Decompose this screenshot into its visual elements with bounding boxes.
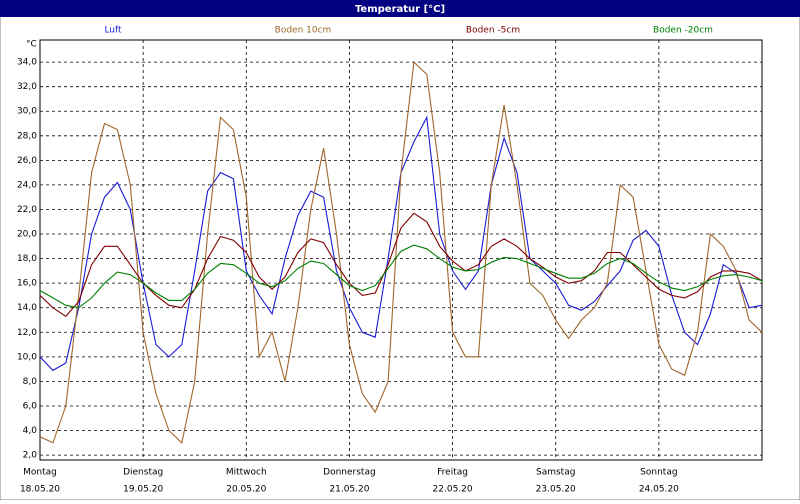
y-tick-label: 24,0 bbox=[17, 180, 37, 190]
x-tick-date: 19.05.20 bbox=[123, 485, 163, 495]
x-tick-label: Mittwoch bbox=[226, 468, 267, 478]
y-tick-label: 22,0 bbox=[17, 205, 37, 215]
y-tick-label: 16,0 bbox=[17, 279, 37, 289]
legend-label: Boden 10cm bbox=[275, 26, 332, 36]
y-tick-label: 18,0 bbox=[17, 254, 37, 264]
x-tick-label: Montag bbox=[23, 468, 57, 478]
series-line bbox=[39, 244, 763, 309]
x-tick-date: 20.05.20 bbox=[226, 485, 266, 495]
series-line bbox=[39, 60, 763, 444]
y-tick-label: 10,0 bbox=[17, 352, 37, 362]
x-tick-label: Sonntag bbox=[640, 468, 677, 478]
y-tick-label: 34,0 bbox=[17, 58, 37, 68]
y-tick-label: 32,0 bbox=[17, 82, 37, 92]
title-bar bbox=[0, 0, 800, 17]
y-tick-label: 2,0 bbox=[23, 451, 38, 461]
x-tick-date: 18.05.20 bbox=[20, 485, 60, 495]
x-tick-label: Dienstag bbox=[123, 468, 163, 478]
x-tick-date: 21.05.20 bbox=[329, 485, 369, 495]
y-tick-label: 20,0 bbox=[17, 230, 37, 240]
legend-label: Luft bbox=[104, 26, 122, 36]
x-tick-label: Freitag bbox=[437, 468, 468, 478]
y-tick-label: 8,0 bbox=[23, 377, 38, 387]
x-tick-label: Samstag bbox=[536, 468, 575, 478]
y-tick-label: 12,0 bbox=[17, 328, 37, 338]
y-tick-label: 6,0 bbox=[23, 401, 38, 411]
x-tick-label: Donnerstag bbox=[323, 468, 376, 478]
y-tick-label: 14,0 bbox=[17, 303, 37, 313]
y-tick-label: 28,0 bbox=[17, 131, 37, 141]
legend-label: Boden -5cm bbox=[466, 26, 520, 36]
y-tick-label: 26,0 bbox=[17, 156, 37, 166]
plot-area bbox=[39, 39, 763, 461]
y-tick-label: 30,0 bbox=[17, 107, 37, 117]
y-unit: °C bbox=[26, 40, 37, 50]
x-tick-date: 24.05.20 bbox=[639, 485, 679, 495]
y-tick-label: 4,0 bbox=[23, 426, 38, 436]
x-tick-date: 22.05.20 bbox=[433, 485, 473, 495]
legend-label: Boden -20cm bbox=[653, 26, 713, 36]
series-line bbox=[39, 212, 763, 318]
chart-title: Temperatur [°C] bbox=[355, 4, 445, 15]
x-tick-date: 23.05.20 bbox=[536, 485, 576, 495]
